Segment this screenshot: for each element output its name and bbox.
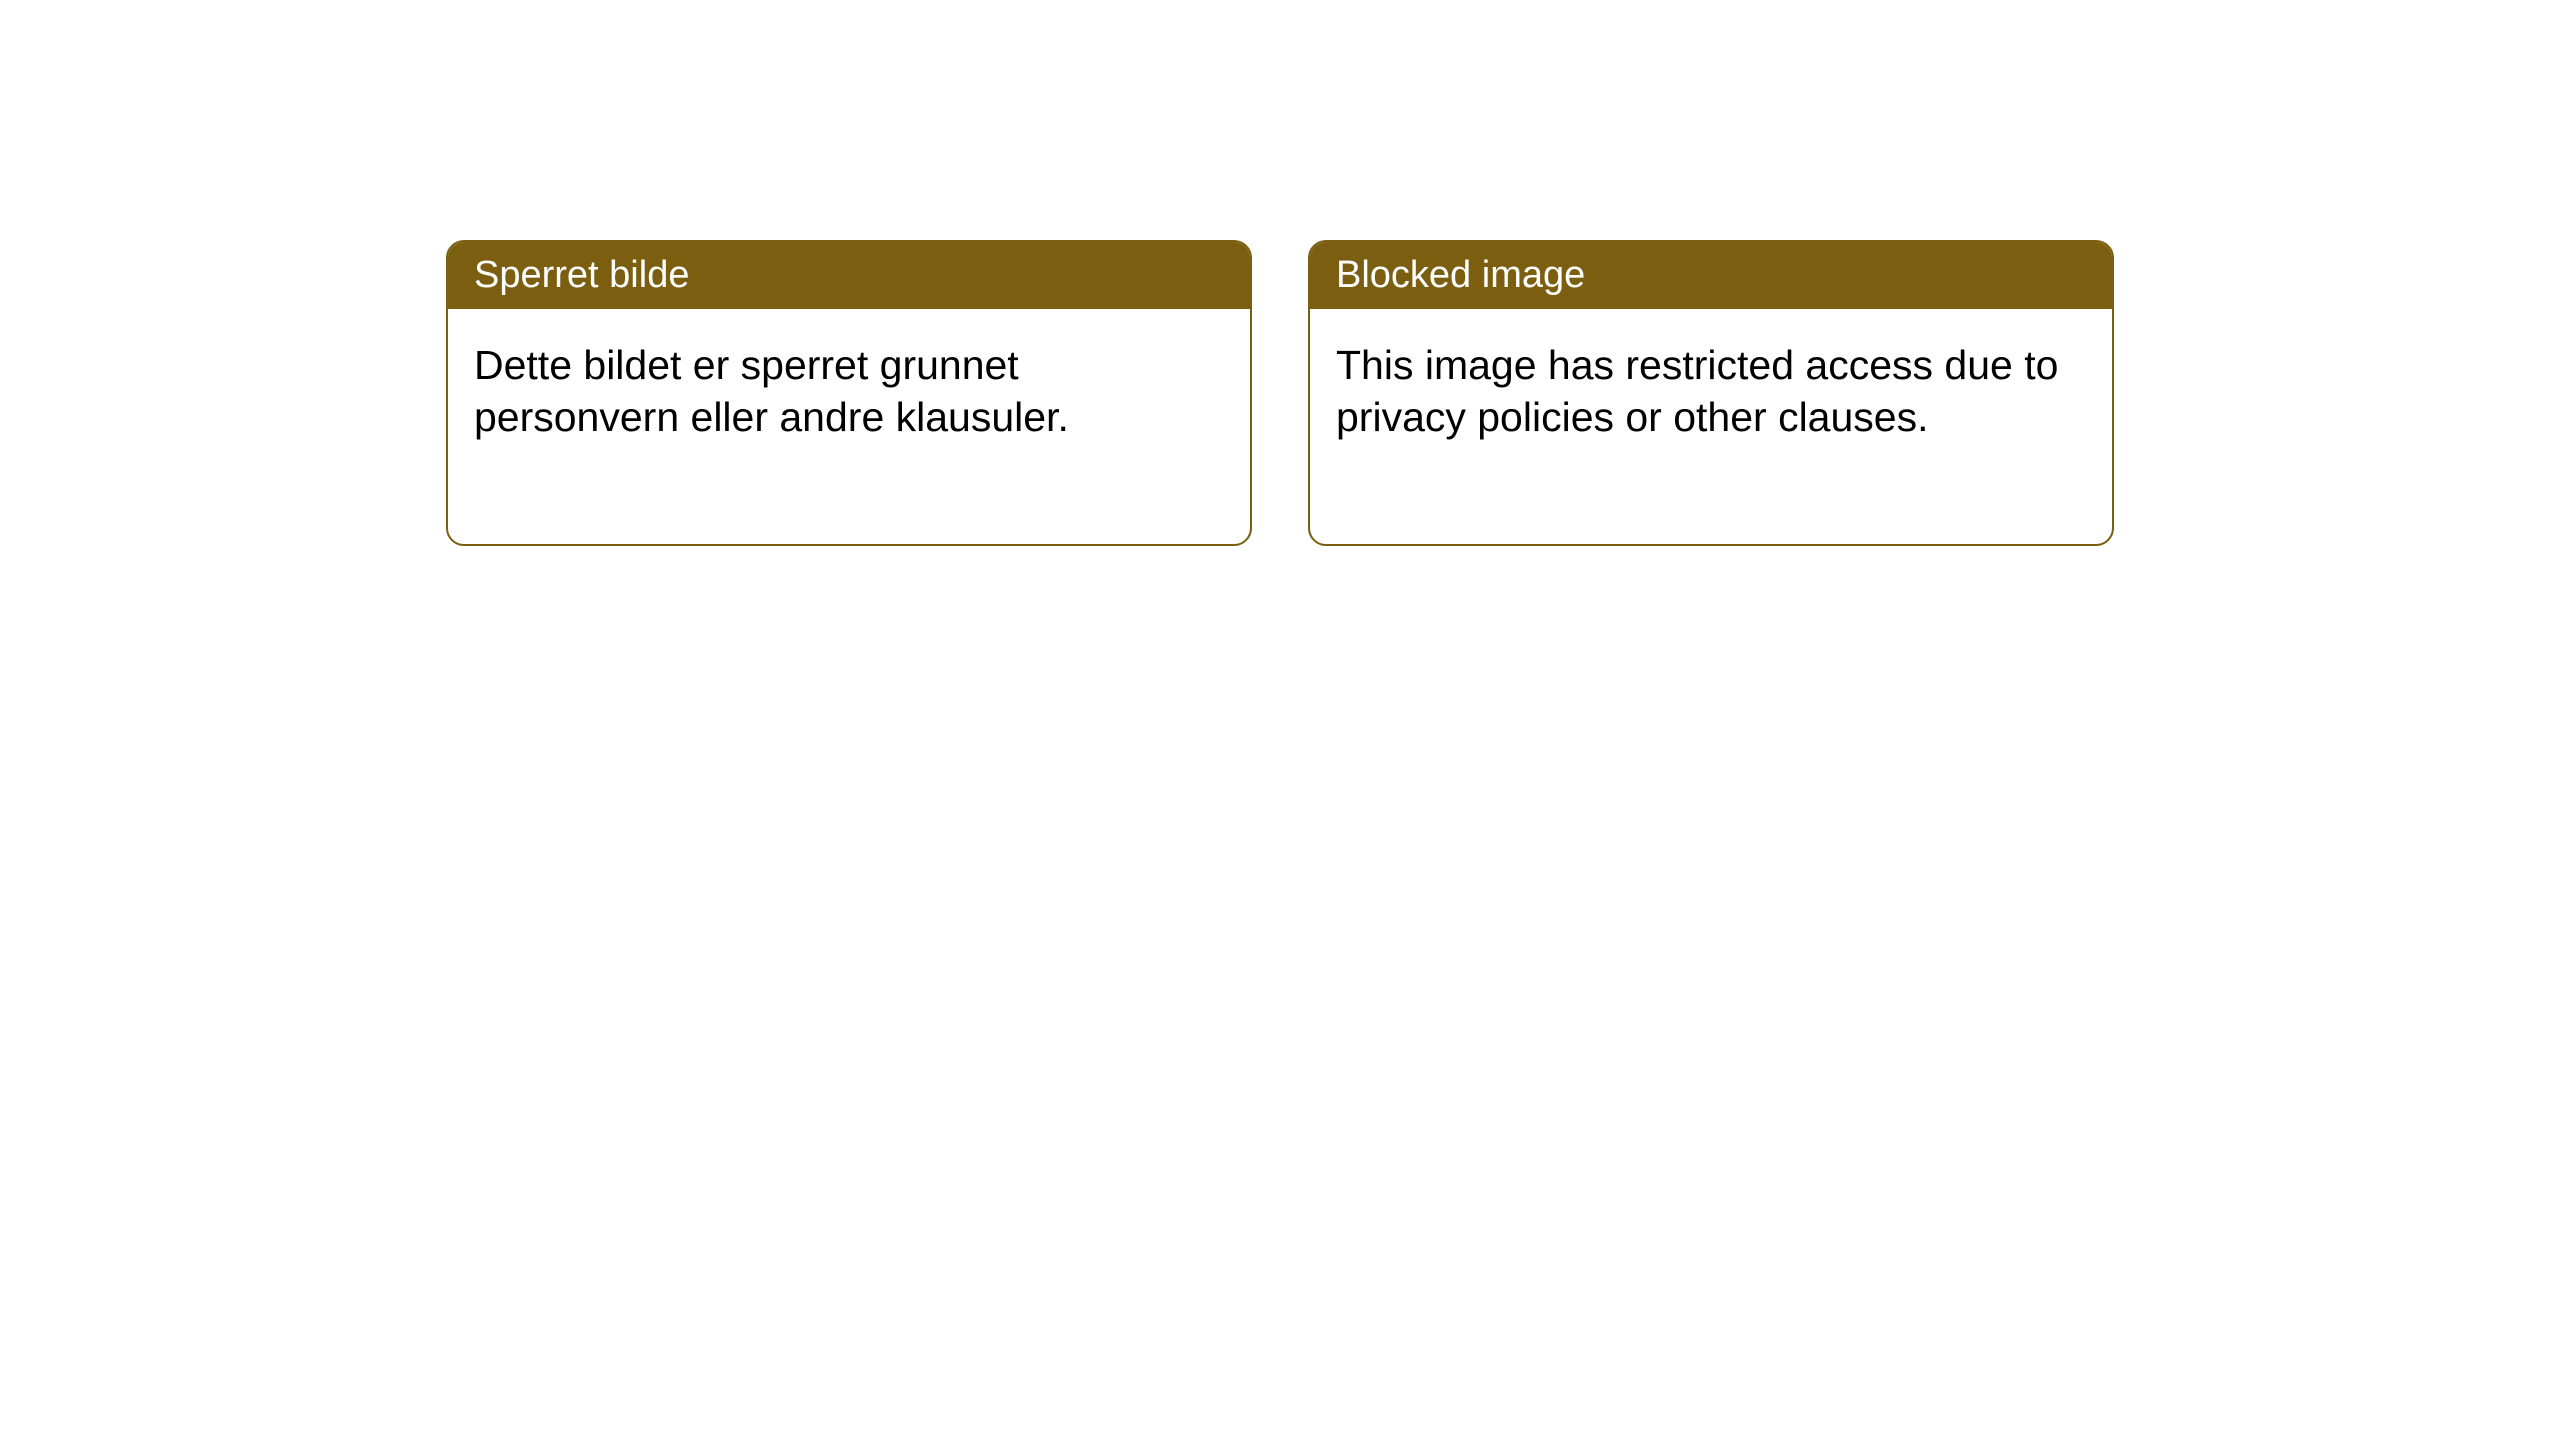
- blocked-image-card-english: Blocked image This image has restricted …: [1308, 240, 2114, 546]
- notice-cards-container: Sperret bilde Dette bildet er sperret gr…: [0, 240, 2560, 546]
- card-header-english: Blocked image: [1310, 242, 2112, 309]
- blocked-image-card-norwegian: Sperret bilde Dette bildet er sperret gr…: [446, 240, 1252, 546]
- card-body-english: This image has restricted access due to …: [1310, 309, 2112, 544]
- card-body-norwegian: Dette bildet er sperret grunnet personve…: [448, 309, 1250, 544]
- card-header-norwegian: Sperret bilde: [448, 242, 1250, 309]
